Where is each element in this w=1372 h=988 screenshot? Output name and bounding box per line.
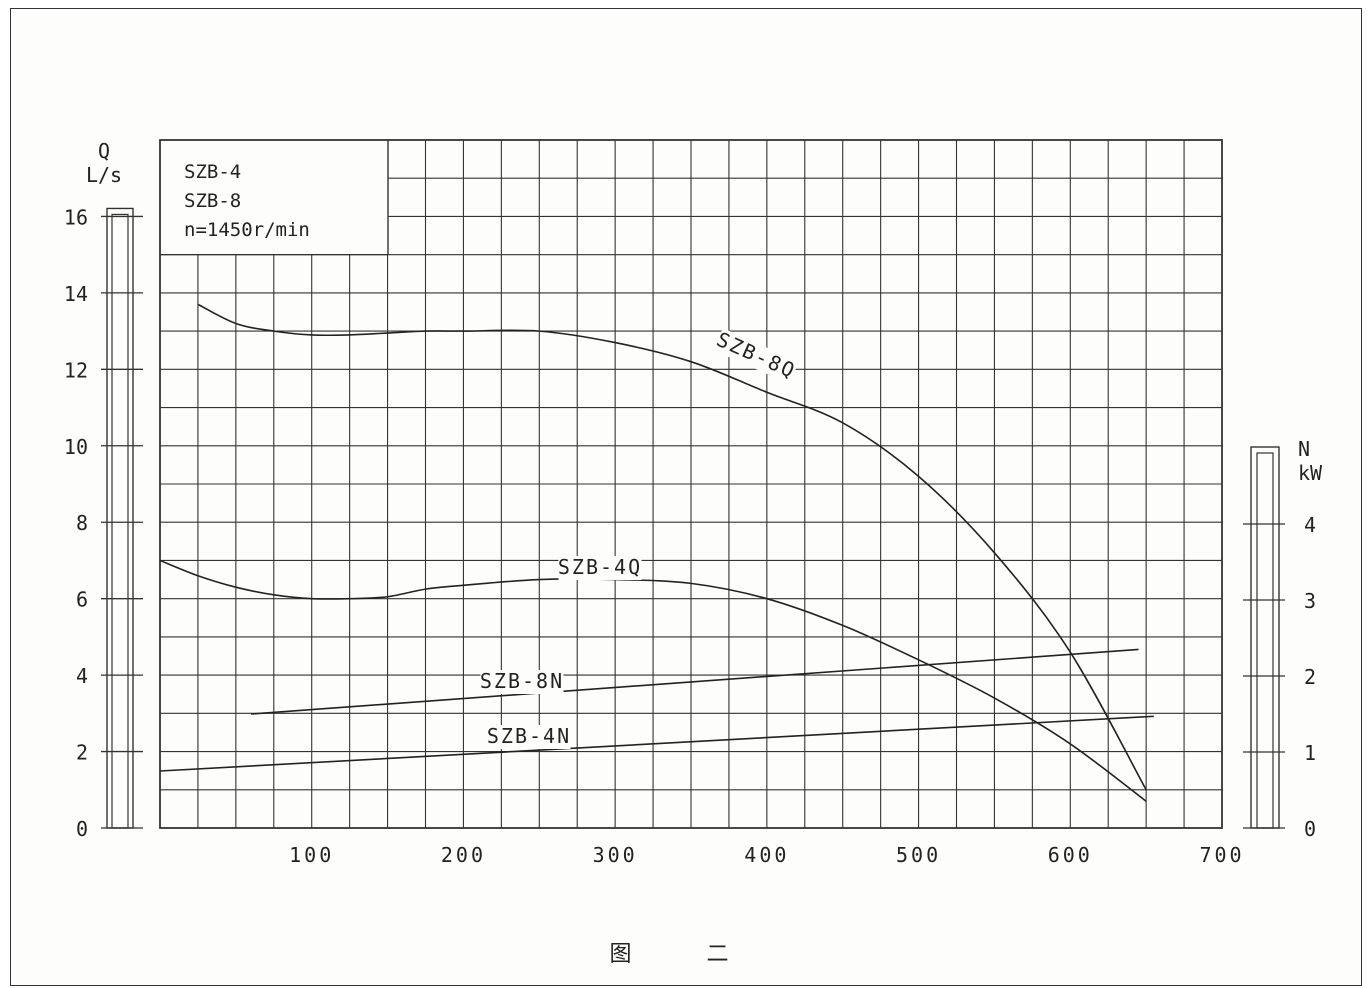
x-axis-tick-label: 600 [1048, 843, 1093, 867]
figure-caption: 图 二 [609, 942, 763, 967]
right-axis-label-top: N [1298, 437, 1310, 461]
curve-szb-4n [159, 715, 1154, 772]
left-axis-bar [106, 207, 134, 829]
x-axis-tick-label: 400 [744, 843, 789, 867]
x-axis-tick-label: 700 [1199, 843, 1244, 867]
curve-szb-8q [197, 303, 1147, 791]
left-axis-tick-label: 10 [64, 435, 88, 459]
left-axis-tick-label: 0 [76, 817, 88, 841]
legend-title-line: SZB-8 [184, 190, 241, 212]
x-axis-tick-label: 500 [896, 843, 941, 867]
left-axis-tick-label: 4 [76, 664, 88, 688]
curve-label-bg [713, 328, 799, 384]
left-axis-unit: L/s [86, 163, 122, 187]
chart-grid [159, 139, 1223, 829]
left-axis-tick-label: 12 [64, 358, 88, 382]
left-axis-tick-label: 8 [76, 511, 88, 535]
legend-title-line: SZB-4 [184, 161, 241, 183]
right-axis-tick-label: 3 [1304, 589, 1316, 613]
left-axis-tick-label: 6 [76, 588, 88, 612]
curve-label-bg [558, 556, 642, 580]
chart-curves [159, 303, 1154, 802]
x-axis-tick-label: 300 [593, 843, 638, 867]
curve-szb-4q [159, 559, 1147, 802]
x-axis-tick-label: 200 [441, 843, 486, 867]
curve-szb-8n [250, 648, 1139, 715]
curve-label-szb-4n: SZB-4N [487, 724, 571, 748]
curve-label-szb-8n: SZB-8N [480, 669, 564, 693]
curve-label-szb-4q: SZB-4Q [558, 555, 642, 579]
right-axis-tick-label: 4 [1304, 513, 1316, 537]
chart-labels: SZB-4SZB-8n=1450r/minQL/sNkWSZB-8QSZB-4Q… [86, 139, 1323, 749]
curve-label-bg [480, 670, 564, 694]
left-axis-tick-label: 16 [64, 205, 88, 229]
right-axis-tick-label: 1 [1304, 741, 1316, 765]
right-axis-tick-label: 0 [1304, 817, 1316, 841]
x-axis-tick-label: 100 [289, 843, 334, 867]
left-axis-bar-inner [111, 213, 129, 829]
left-axis-tick-label: 14 [64, 282, 88, 306]
right-axis-tick-label: 2 [1304, 665, 1316, 689]
left-axis-label-top: Q [98, 139, 110, 163]
curve-label-bg [487, 725, 571, 749]
right-axis-unit: kW [1298, 461, 1323, 485]
legend-title-line: n=1450r/min [184, 219, 310, 241]
right-axis-bar-inner [1256, 452, 1274, 829]
left-axis-tick-label: 2 [76, 741, 88, 765]
right-axis-bar [1250, 446, 1280, 829]
